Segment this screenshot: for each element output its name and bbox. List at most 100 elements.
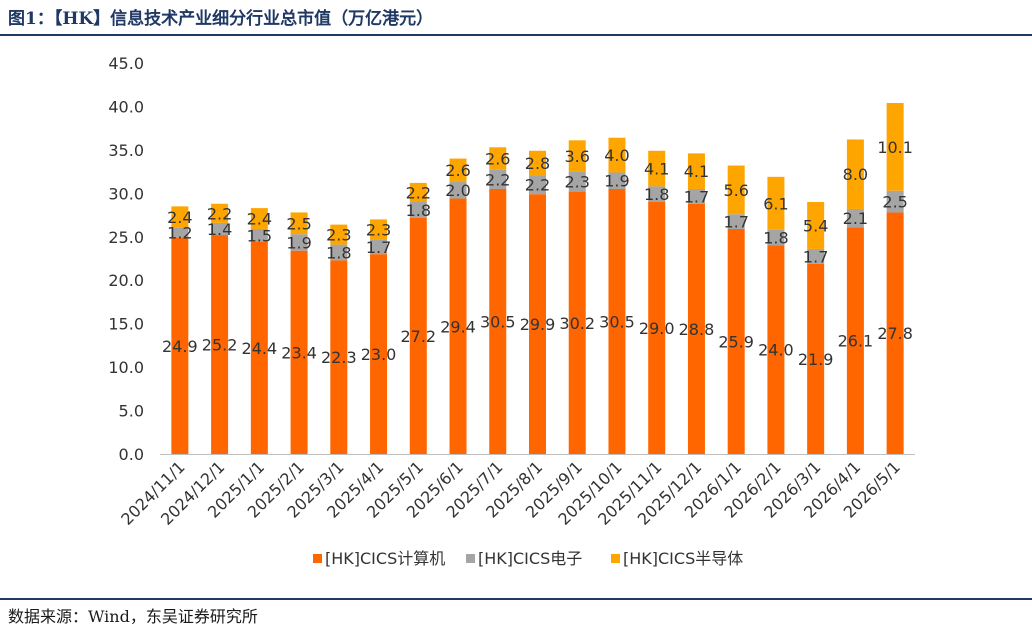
bar-segment-1	[886, 190, 904, 213]
bar-segment-0	[290, 250, 308, 454]
y-tick-label: 15.0	[108, 315, 144, 334]
data-label: 2.6	[485, 150, 510, 169]
data-label: 2.1	[843, 209, 868, 228]
data-label: 2.2	[406, 183, 431, 202]
data-label: 25.2	[202, 336, 238, 355]
data-label: 22.3	[321, 348, 357, 367]
data-label: 1.4	[207, 220, 232, 239]
bar-segment-0	[529, 194, 546, 455]
bar-segment-1	[290, 234, 308, 251]
data-labels: 24.91.22.425.21.42.224.41.52.423.41.92.5…	[162, 138, 913, 369]
bar-segment-2	[330, 224, 348, 245]
data-label: 29.4	[440, 317, 476, 336]
bar-segment-2	[489, 147, 507, 170]
data-label: 28.8	[679, 320, 715, 339]
bar-segment-1	[687, 188, 705, 204]
y-tick-label: 45.0	[108, 54, 144, 73]
data-label: 24.0	[758, 341, 794, 360]
bar-segment-1	[648, 186, 666, 203]
y-tick-label: 10.0	[108, 358, 144, 377]
y-tick-label: 0.0	[119, 445, 144, 464]
bar-segment-2	[409, 182, 427, 203]
data-label: 5.6	[723, 181, 748, 200]
legend-swatch	[466, 554, 475, 563]
data-label: 1.8	[763, 229, 788, 248]
data-label: 1.8	[326, 243, 351, 262]
legend-label: [HK]CICS电子	[478, 549, 582, 568]
data-label: 23.4	[281, 343, 317, 362]
data-label: 26.1	[838, 332, 874, 351]
data-label: 2.2	[207, 204, 232, 223]
data-label: 4.0	[604, 146, 629, 165]
bar-segment-2	[171, 206, 189, 228]
bar-segment-1	[767, 229, 785, 246]
data-label: 2.4	[247, 210, 272, 229]
data-label: 10.1	[877, 138, 913, 157]
legend: [HK]CICS计算机 [HK]CICS电子 [HK]CICS半导体	[313, 549, 743, 568]
data-label: 1.9	[286, 233, 311, 252]
bar-segment-0	[767, 245, 785, 454]
bar-segment-0	[409, 217, 427, 454]
bar-segment-2	[807, 202, 825, 249]
bar-segment-0	[648, 202, 666, 454]
bar-segment-2	[529, 150, 546, 176]
y-tick-label: 30.0	[108, 184, 144, 203]
data-label: 6.1	[763, 194, 788, 213]
bar-segment-0	[886, 212, 904, 454]
data-label: 1.8	[644, 185, 669, 204]
data-label: 1.9	[604, 172, 629, 191]
bar-segment-1	[489, 169, 507, 189]
data-label: 5.4	[803, 216, 828, 235]
bar-segment-0	[568, 191, 586, 454]
bar-segment-2	[449, 158, 467, 182]
bar-segment-1	[846, 208, 864, 228]
bar-segment-1	[250, 228, 268, 242]
bar-segment-0	[211, 235, 229, 454]
bar-segment-0	[727, 228, 745, 454]
bar-segment-0	[846, 227, 864, 454]
y-tick-label: 40.0	[108, 97, 144, 116]
bar-segment-1	[370, 239, 388, 255]
data-label: 1.8	[406, 201, 431, 220]
data-label: 4.1	[684, 162, 709, 181]
bar-segment-0	[171, 237, 189, 454]
y-axis: 0.0 5.0 10.0 15.0 20.0 25.0 30.0 35.0 40.0 45.0	[108, 54, 144, 464]
data-label: 25.9	[718, 332, 754, 351]
data-label: 2.4	[167, 208, 192, 227]
bar-segment-1	[727, 214, 745, 229]
data-label: 21.9	[798, 350, 834, 369]
legend-swatch	[313, 554, 322, 563]
bar-segment-0	[250, 241, 268, 454]
data-label: 2.3	[326, 226, 351, 245]
bar-segment-2	[568, 140, 586, 172]
bars	[171, 102, 904, 455]
bar-segment-2	[727, 165, 745, 215]
bar-segment-1	[409, 202, 427, 218]
top-rule	[0, 34, 1032, 36]
y-tick-label: 20.0	[108, 271, 144, 290]
bar-segment-1	[449, 181, 467, 199]
data-label: 1.7	[803, 247, 828, 266]
bar-segment-0	[687, 203, 705, 454]
bar-segment-2	[687, 153, 705, 189]
bar-segment-0	[370, 254, 388, 454]
y-tick-label: 25.0	[108, 228, 144, 247]
data-label: 1.5	[247, 226, 272, 245]
bar-segment-2	[846, 139, 864, 209]
bar-segment-2	[211, 203, 229, 223]
data-label: 1.7	[684, 187, 709, 206]
data-label: 2.5	[882, 193, 907, 212]
data-label: 24.9	[162, 337, 198, 356]
bar-segment-1	[171, 227, 189, 238]
bar-segment-2	[250, 208, 268, 229]
bottom-rule	[0, 598, 1032, 600]
bar-segment-2	[290, 212, 308, 235]
data-label: 30.2	[559, 314, 595, 333]
source-note: 数据来源：Wind，东吴证券研究所	[8, 607, 258, 626]
bar-segment-0	[489, 188, 507, 454]
data-label: 2.3	[366, 220, 391, 239]
data-label: 2.2	[525, 176, 550, 195]
bar-segment-2	[767, 176, 785, 230]
x-axis: 2024/11/12024/12/12025/1/12025/2/12025/3…	[117, 454, 915, 529]
data-label: 23.0	[361, 345, 397, 364]
